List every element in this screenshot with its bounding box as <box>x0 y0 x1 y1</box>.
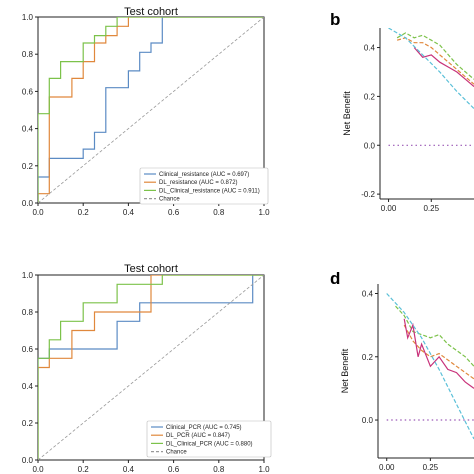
y-tick-label-1-1: 0.0 <box>364 141 376 150</box>
legend-box-0 <box>139 167 269 205</box>
chart-title-2: Test cohort <box>124 263 178 275</box>
legend-label-2-3: Chance <box>166 450 187 456</box>
x-tick-label-2-2: 0.4 <box>123 465 135 474</box>
y-tick-label-2-1: 0.2 <box>22 419 34 428</box>
series-line-3-1 <box>403 324 474 380</box>
y-tick-label-1-0: -0.2 <box>361 190 375 199</box>
y-tick-label-0-4: 0.8 <box>22 50 34 59</box>
series-group-2 <box>38 275 264 460</box>
legend-label-2-0: Clinical_PCR (AUC = 0.745) <box>166 425 242 431</box>
chart-title-0: Test cohort <box>124 6 178 18</box>
x-tick-label-0-0: 0.0 <box>32 208 44 217</box>
x-tick-label-0-3: 0.6 <box>168 208 180 217</box>
series-line-2-1 <box>38 275 264 460</box>
legend-box-2 <box>146 420 272 458</box>
series-group-1 <box>388 28 474 146</box>
y-axis-label-3: Net Benefit <box>340 348 350 393</box>
series-line-3-0 <box>395 305 474 367</box>
y-tick-label-0-1: 0.2 <box>22 162 34 171</box>
y-axis-label-1: Net Benefit <box>342 91 352 136</box>
legend-label-0-2: DL_Clinical_resistance (AUC = 0.911) <box>159 188 260 194</box>
series-line-1-1 <box>396 37 474 85</box>
x-tick-label-0-5: 1.0 <box>258 208 270 217</box>
x-tick-label-1-0: 0.00 <box>381 204 397 213</box>
series-line-0-3 <box>38 17 264 203</box>
panel-letter-1: b <box>330 10 340 29</box>
y-tick-label-3-0: 0.0 <box>362 416 374 425</box>
x-tick-label-2-1: 0.2 <box>78 465 90 474</box>
series-line-1-3 <box>388 28 474 110</box>
x-tick-label-0-1: 0.2 <box>78 208 90 217</box>
y-tick-label-0-3: 0.6 <box>22 87 34 96</box>
y-tick-label-0-5: 1.0 <box>22 13 34 22</box>
legend-label-0-0: Clinical_resistance (AUC = 0.697) <box>159 172 249 178</box>
y-tick-label-2-5: 1.0 <box>22 271 34 280</box>
x-tick-label-0-4: 0.8 <box>213 208 225 217</box>
legend-label-0-3: Chance <box>159 197 180 203</box>
series-line-1-2 <box>413 47 474 88</box>
series-line-2-2 <box>38 275 264 460</box>
y-tick-label-2-3: 0.6 <box>22 345 34 354</box>
y-tick-label-2-0: 0.0 <box>22 456 34 465</box>
y-tick-label-0-2: 0.4 <box>22 125 34 134</box>
x-tick-label-2-3: 0.6 <box>168 465 180 474</box>
legend-label-2-1: DL_PCR (AUC = 0.847) <box>166 433 230 439</box>
series-line-0-2 <box>38 17 264 203</box>
x-tick-label-2-4: 0.8 <box>213 465 225 474</box>
x-tick-label-3-0: 0.00 <box>379 463 395 472</box>
y-tick-label-2-4: 0.8 <box>22 308 34 317</box>
x-tick-label-2-0: 0.0 <box>32 465 44 474</box>
series-group-0 <box>38 17 264 203</box>
series-line-1-0 <box>396 32 474 80</box>
series-line-3-2 <box>403 318 474 389</box>
series-line-0-1 <box>38 17 264 203</box>
series-line-3-3 <box>386 293 474 440</box>
panel-letter-3: d <box>330 269 340 288</box>
x-tick-label-2-5: 1.0 <box>258 465 270 474</box>
y-tick-label-0-0: 0.0 <box>22 199 34 208</box>
x-tick-label-0-2: 0.4 <box>123 208 135 217</box>
y-tick-label-3-1: 0.2 <box>362 353 374 362</box>
y-tick-label-1-3: 0.4 <box>364 44 376 53</box>
x-tick-label-3-1: 0.25 <box>423 463 439 472</box>
x-tick-label-1-1: 0.25 <box>423 204 439 213</box>
y-tick-label-2-2: 0.4 <box>22 382 34 391</box>
legend-label-0-1: DL_resistance (AUC = 0.872) <box>159 180 238 186</box>
legend-label-2-2: DL_Clinical_PCR (AUC = 0.880) <box>166 441 253 447</box>
y-tick-label-1-2: 0.2 <box>364 92 376 101</box>
series-line-2-3 <box>38 275 264 460</box>
series-group-3 <box>386 293 474 440</box>
y-tick-label-3-2: 0.4 <box>362 289 374 298</box>
